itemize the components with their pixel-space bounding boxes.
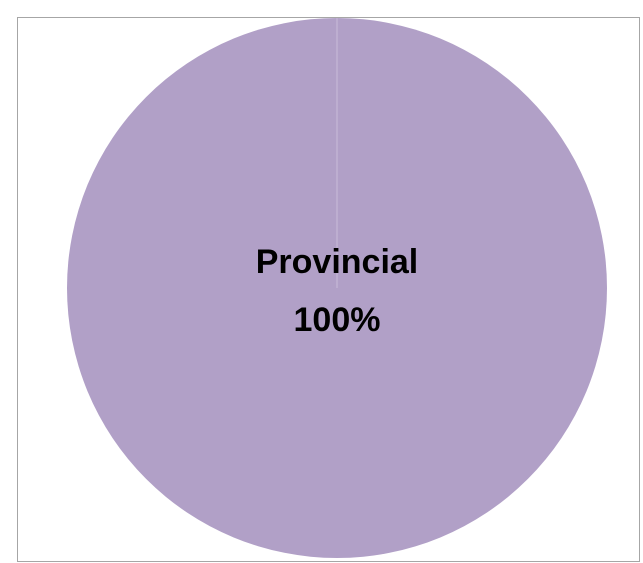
- slice-category-label: Provincial: [256, 243, 419, 281]
- slice-value-label: 100%: [294, 301, 381, 339]
